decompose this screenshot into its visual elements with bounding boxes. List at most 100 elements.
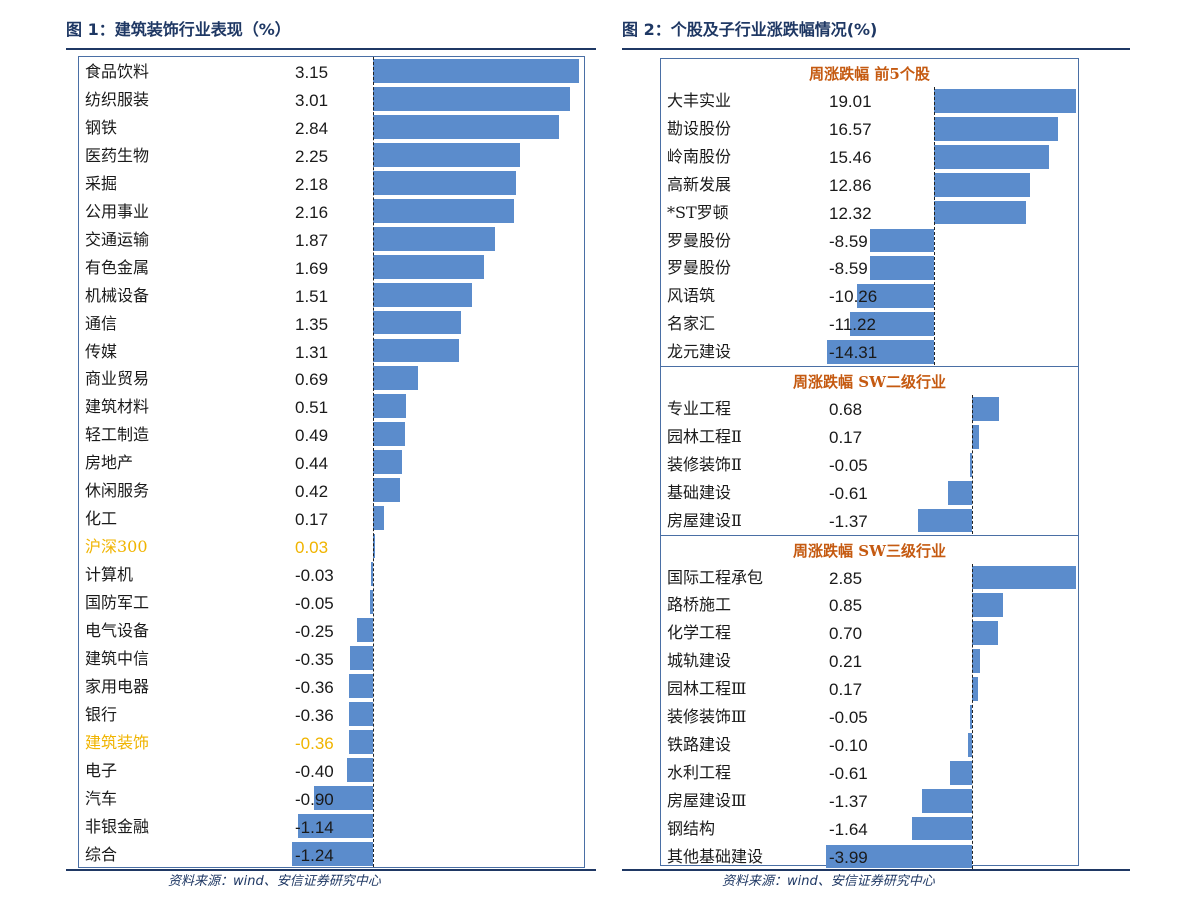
left-chart-panel: 食品饮料 3.15 纺织服装 3.01 钢铁 2.84 医药生物 2.25 采掘 2.18 公用事业… (78, 56, 585, 868)
left-bottom-rule (66, 869, 596, 871)
value-label: -1.64 (829, 819, 868, 839)
data-bar (972, 565, 1076, 590)
right-source-note: 资料来源：wind、安信证券研究中心 (722, 874, 935, 889)
value-label: -8.59 (829, 259, 868, 279)
data-bar (947, 480, 972, 505)
value-label: 0.03 (295, 538, 329, 558)
value-label: -8.59 (829, 231, 868, 251)
data-bar (373, 394, 407, 419)
data-bar (350, 645, 373, 670)
data-bar (912, 816, 972, 841)
category-label: 电气设备 (85, 621, 150, 640)
value-label: 0.17 (829, 427, 863, 447)
data-bar (373, 254, 484, 279)
value-label: -10.26 (829, 287, 878, 307)
data-bar (970, 452, 972, 477)
data-bar (373, 198, 515, 223)
category-label: 基础建设 (667, 482, 732, 502)
category-label: 水利工程 (667, 762, 732, 782)
category-label: 罗曼股份 (667, 230, 732, 250)
category-label: 轻工制造 (85, 425, 150, 445)
data-bar (373, 338, 459, 363)
category-label: 建筑中信 (85, 648, 150, 668)
category-label: 园林工程Ⅱ (667, 426, 742, 446)
value-label: -3.99 (829, 847, 868, 867)
right-bottom-rule (622, 869, 1130, 871)
category-label: 食品饮料 (85, 62, 150, 81)
category-label: 综合 (85, 844, 118, 864)
data-bar (373, 142, 521, 167)
category-label: 铁路建设 (667, 734, 732, 754)
value-label: -0.36 (295, 705, 334, 725)
value-label: 0.49 (295, 426, 329, 446)
category-label: 房屋建设Ⅱ (667, 510, 742, 530)
category-label: 装修装饰Ⅱ (667, 454, 742, 474)
data-bar (373, 506, 385, 531)
data-bar (373, 226, 496, 251)
data-bar (373, 366, 419, 391)
value-label: 2.18 (295, 174, 329, 194)
value-label: 12.86 (829, 175, 872, 195)
right-figure-title: 图 2：个股及子行业涨跌幅情况(%) (622, 20, 878, 39)
category-label: 商业贸易 (85, 369, 150, 389)
value-label: 0.42 (295, 482, 329, 502)
category-label: 建筑装饰 (85, 732, 150, 752)
data-bar (373, 422, 406, 447)
value-label: -0.05 (829, 708, 868, 727)
value-label: -14.31 (829, 343, 878, 363)
data-bar (373, 478, 401, 503)
category-label: 有色金属 (85, 257, 150, 277)
left-title-rule (66, 48, 596, 50)
data-bar (314, 785, 373, 810)
data-bar (349, 729, 373, 754)
data-bar (373, 450, 402, 475)
category-label: 纺织服装 (85, 89, 150, 109)
data-bar (373, 310, 462, 335)
data-bar (972, 677, 979, 701)
data-bar (869, 256, 934, 281)
value-label: 0.69 (295, 370, 329, 390)
category-label: 名家汇 (667, 314, 716, 334)
value-label: -1.37 (829, 791, 868, 811)
section-header: 周涨跌幅 SW三级行业 (793, 541, 946, 560)
data-bar (949, 760, 972, 785)
data-bar (850, 312, 934, 337)
data-bar (968, 732, 972, 757)
value-label: 2.84 (295, 118, 329, 138)
value-label: 0.21 (829, 652, 863, 672)
category-label: 钢结构 (667, 818, 716, 838)
value-label: 1.51 (295, 286, 329, 306)
data-bar (934, 89, 1076, 113)
category-label: 休闲服务 (85, 481, 150, 501)
data-bar (972, 621, 998, 646)
value-label: 15.46 (829, 147, 872, 167)
category-label: 公用事业 (85, 201, 150, 221)
value-label: 19.01 (829, 92, 872, 111)
value-label: 3.01 (295, 90, 329, 110)
category-label: 交通运输 (85, 229, 150, 249)
value-label: -0.61 (829, 483, 868, 503)
category-label: 汽车 (85, 788, 118, 808)
value-label: 0.85 (829, 596, 863, 616)
value-label: -1.24 (295, 845, 334, 865)
data-bar (373, 170, 516, 195)
value-label: 0.51 (295, 398, 329, 418)
value-label: 0.70 (829, 624, 863, 644)
category-label: 路桥施工 (667, 595, 732, 615)
category-label: 风语筑 (667, 286, 716, 306)
category-label: 国防军工 (85, 593, 150, 613)
data-bar (373, 86, 570, 111)
section-header: 周涨跌幅 前5个股 (809, 65, 930, 83)
value-label: -0.10 (829, 735, 868, 755)
data-bar (826, 844, 972, 869)
category-label: 钢铁 (85, 117, 118, 137)
category-label: 家用电器 (85, 676, 150, 696)
category-label: 国际工程承包 (667, 567, 764, 587)
value-label: -0.05 (829, 455, 868, 475)
zero-axis (972, 563, 973, 870)
data-bar (373, 114, 559, 139)
data-bar (972, 424, 979, 449)
zero-axis (934, 87, 935, 365)
right-title-rule (622, 48, 1130, 50)
data-bar (373, 282, 472, 307)
